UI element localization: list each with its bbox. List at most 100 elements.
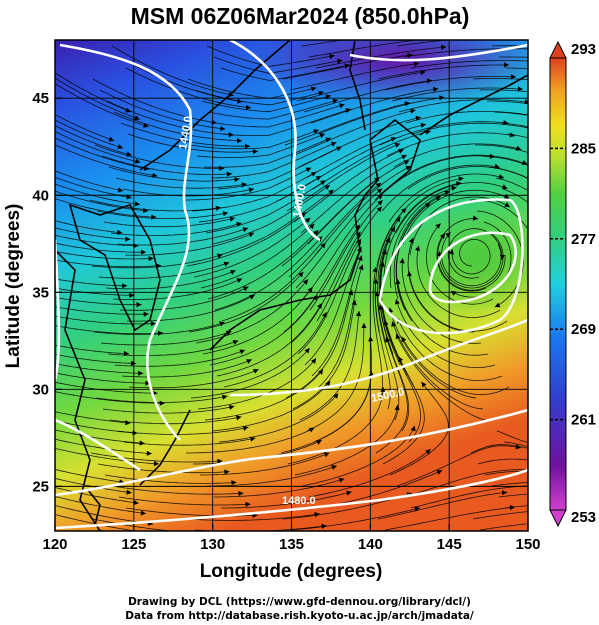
streamline — [426, 223, 494, 305]
height-contours — [55, 40, 528, 530]
lat-lon-grid — [55, 40, 528, 531]
streamline — [316, 206, 383, 322]
streamline-arrowhead — [234, 177, 240, 183]
streamline — [94, 144, 225, 169]
streamline — [472, 511, 528, 520]
streamline — [397, 317, 503, 382]
streamline-arrowhead — [436, 470, 443, 475]
streamline-arrowhead — [143, 311, 149, 317]
streamline — [116, 426, 249, 435]
streamline — [222, 108, 351, 136]
streamline — [289, 62, 420, 91]
streamline-arrowhead — [242, 286, 249, 292]
streamline — [211, 380, 331, 432]
streamline-arrowhead — [245, 143, 251, 149]
streamline — [397, 278, 489, 356]
streamline — [55, 325, 164, 335]
streamline — [55, 420, 138, 434]
streamline-arrowhead — [448, 249, 454, 255]
streamline-arrowhead — [159, 400, 165, 406]
streamline — [503, 441, 528, 448]
streamline-arrowhead — [146, 450, 152, 456]
streamline — [493, 111, 528, 116]
streamline-arrowhead — [376, 206, 382, 213]
streamline — [306, 322, 365, 432]
streamline-arrowhead — [374, 291, 380, 297]
streamline — [90, 452, 223, 463]
streamline-arrowhead — [403, 160, 410, 166]
streamline-arrowhead — [308, 427, 315, 433]
streamline-arrowhead — [140, 510, 146, 516]
streamline — [55, 227, 131, 240]
streamline-arrowhead — [420, 122, 426, 128]
streamline-arrowhead — [229, 216, 235, 222]
streamline-arrowhead — [376, 188, 383, 194]
streamline-arrowhead — [401, 208, 407, 214]
streamline-arrowhead — [133, 500, 139, 506]
streamline — [55, 381, 158, 394]
streamline — [383, 182, 462, 278]
streamline — [311, 255, 363, 377]
streamline-arrowhead — [331, 465, 337, 470]
streamline — [416, 245, 501, 318]
streamline — [214, 236, 323, 311]
streamline-arrowhead — [126, 489, 132, 495]
streamline-arrowhead — [252, 149, 258, 155]
streamline — [124, 232, 255, 256]
map-title: MSM 06Z06Mar2024 (850.0hPa) — [131, 3, 470, 29]
streamline-arrowhead — [253, 369, 259, 374]
streamline-arrowhead — [309, 223, 315, 230]
streamline-arrowhead — [129, 292, 135, 298]
streamline — [189, 129, 319, 150]
streamline-arrowhead — [385, 237, 391, 244]
x-tick-label: 135 — [279, 536, 304, 553]
streamline — [108, 166, 240, 182]
streamline-arrowhead — [394, 299, 400, 305]
streamline-arrowhead — [316, 440, 322, 445]
streamline-arrowhead — [501, 184, 508, 190]
streamline — [378, 226, 396, 355]
streamline — [391, 87, 523, 102]
streamline-arrowhead — [515, 145, 522, 151]
streamline-arrowhead — [322, 312, 327, 318]
streamline — [55, 220, 123, 234]
streamline-arrowhead — [339, 103, 345, 109]
streamline-arrowhead — [330, 141, 337, 147]
streamline-arrowhead — [228, 404, 235, 410]
streamline — [437, 233, 506, 291]
colorbar-min-arrow — [549, 509, 567, 528]
streamline — [115, 177, 247, 189]
streamline-arrowhead — [304, 348, 310, 354]
streamline — [195, 279, 309, 344]
y-tick-label: 35 — [32, 284, 49, 301]
streamline — [287, 386, 384, 465]
streamline — [377, 216, 401, 344]
plot-area: 1440.0 1400.0 1480.0 1500.0 — [55, 40, 542, 531]
x-tick-label: 150 — [515, 536, 540, 553]
credit-data: Data from http://database.rish.kyoto-u.a… — [125, 610, 474, 622]
streamline — [207, 465, 337, 487]
streamline — [55, 429, 145, 444]
streamline — [403, 469, 528, 498]
streamline — [372, 266, 383, 399]
y-axis: 25 30 35 40 45 — [32, 90, 62, 495]
streamline — [187, 513, 320, 521]
streamline-arrowhead — [157, 330, 163, 336]
streamline-arrowhead — [242, 227, 249, 233]
streamline-arrowhead — [537, 59, 542, 64]
streamline — [97, 463, 230, 474]
streamline-arrowhead — [394, 143, 401, 148]
streamline-arrowhead — [136, 302, 142, 308]
streamline — [495, 177, 528, 192]
streamline-arrowhead — [302, 279, 308, 285]
streamline-arrowhead — [425, 449, 431, 455]
streamline — [393, 191, 451, 300]
streamline-arrowhead — [134, 201, 140, 207]
streamline — [55, 83, 149, 128]
streamline-arrowhead — [388, 307, 394, 313]
streamline — [55, 190, 149, 212]
streamline-arrowhead — [398, 356, 404, 363]
china-coast — [55, 249, 101, 531]
streamline-arrowhead — [489, 153, 495, 159]
streamline-arrowhead — [223, 261, 230, 267]
